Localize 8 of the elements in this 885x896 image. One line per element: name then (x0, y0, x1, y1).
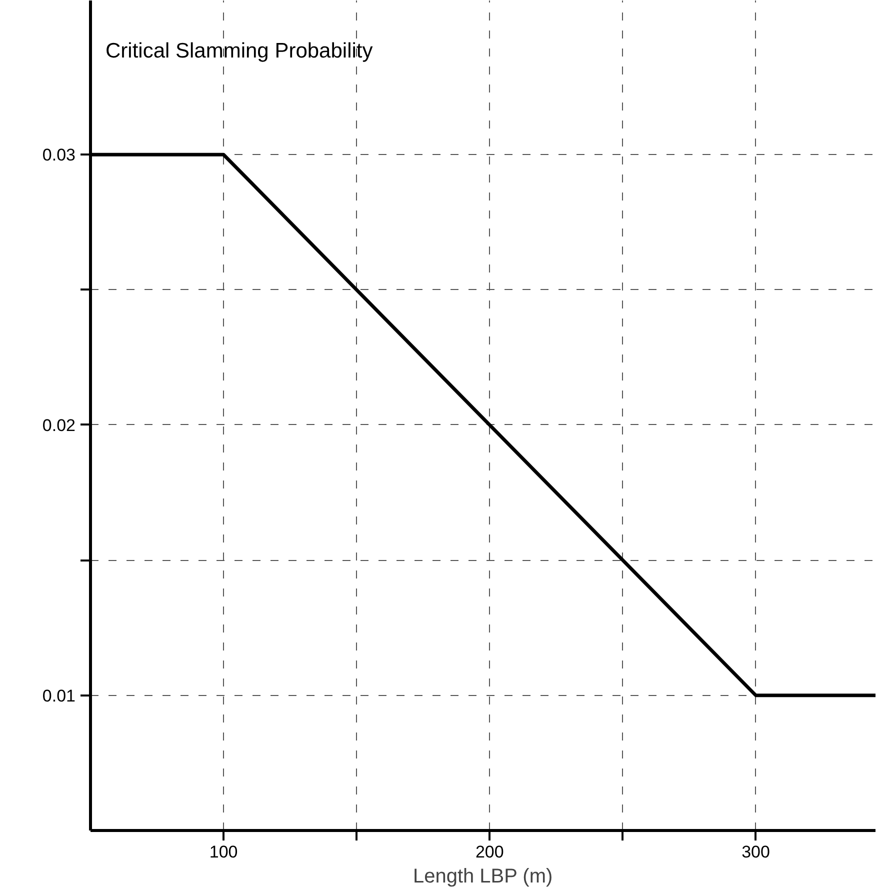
x-axis-title: Length LBP (m) (412, 866, 553, 888)
y-tick-label: 0.02 (42, 416, 76, 435)
y-tick-label: 0.03 (42, 146, 76, 165)
x-tick-label: 200 (475, 842, 504, 862)
x-tick-label: 100 (209, 842, 238, 862)
y-tick-label: 0.01 (42, 686, 76, 706)
x-tick-label: 300 (742, 842, 770, 862)
text: Critical Slamming Probability (106, 40, 374, 62)
